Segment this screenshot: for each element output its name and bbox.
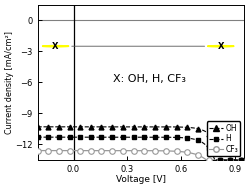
Text: X: OH, H, CF₃: X: OH, H, CF₃ (113, 74, 186, 84)
Text: X: X (218, 42, 224, 51)
Y-axis label: Current density [mA/cm²]: Current density [mA/cm²] (5, 31, 14, 134)
Text: X: X (52, 42, 59, 51)
X-axis label: Voltage [V]: Voltage [V] (116, 175, 166, 184)
Legend: OH, H, CF₃: OH, H, CF₃ (207, 121, 240, 156)
Ellipse shape (207, 46, 234, 47)
Ellipse shape (42, 46, 69, 47)
